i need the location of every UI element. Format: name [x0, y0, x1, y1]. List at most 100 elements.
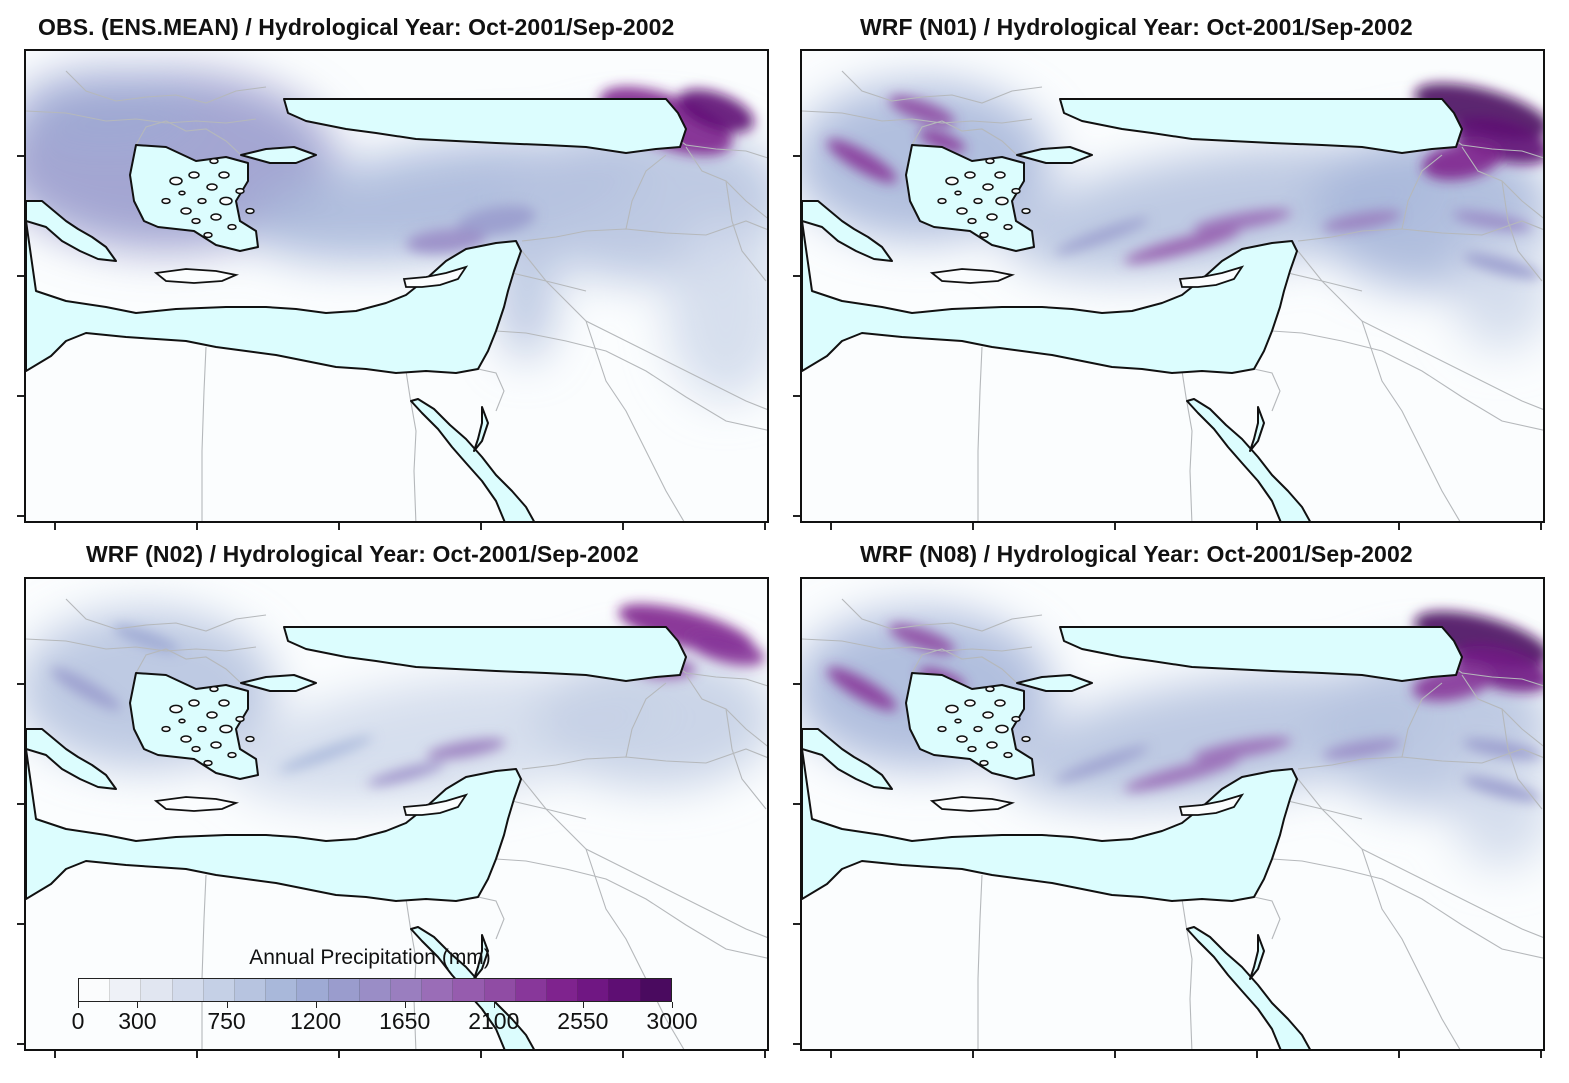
aegean-island [937, 725, 947, 733]
country-border [802, 110, 1033, 124]
country-border [1297, 748, 1543, 770]
aegean-island [986, 213, 998, 221]
precip-peak [1192, 209, 1292, 233]
aegean-island [218, 699, 230, 707]
aegean-island [203, 231, 213, 239]
country-border [911, 648, 1018, 684]
country-border [841, 70, 1043, 104]
aegean-island [1011, 715, 1021, 723]
precip-peak [1322, 738, 1402, 760]
legend-tick [78, 1002, 79, 1008]
country-border [495, 330, 767, 431]
aegean-island [180, 207, 192, 215]
aegean-island [191, 217, 201, 225]
country-border [1401, 154, 1443, 230]
precip-area [26, 71, 196, 151]
aegean-island [197, 197, 207, 205]
country-border [977, 874, 983, 1049]
sea-of-marmara [1016, 146, 1093, 164]
y-axis-tick [793, 803, 800, 805]
legend-tick [493, 1002, 495, 1008]
black-sea [1059, 98, 1463, 154]
precip-peak [1124, 756, 1240, 792]
country-border [1253, 368, 1281, 412]
aegean-island [995, 724, 1009, 734]
aegean-island [245, 735, 255, 743]
mediterranean-sea [802, 748, 1298, 902]
aegean-island [219, 196, 233, 206]
legend-swatch [359, 979, 392, 1001]
legend-swatch [578, 979, 610, 1001]
y-axis-tick [793, 155, 800, 157]
precip-peak [1192, 737, 1292, 761]
legend-swatch [515, 979, 548, 1001]
x-axis-tick [1114, 1051, 1116, 1058]
legend-tick [582, 1002, 584, 1008]
x-axis-tick [54, 523, 56, 530]
country-border [1401, 682, 1443, 758]
gulf-of-aqaba [473, 406, 489, 452]
black-sea [283, 626, 687, 682]
x-axis-tick [196, 1051, 198, 1058]
aegean-island [985, 157, 995, 165]
y-axis-tick [17, 1043, 24, 1045]
x-axis-tick [196, 523, 198, 530]
x-axis-tick [830, 1051, 832, 1058]
colorbar-legend: Annual Precipitation (mm) 0 300 750 1200 165… [60, 946, 700, 1036]
aegean-island [994, 171, 1006, 179]
cyprus-island [1178, 793, 1245, 816]
precip-peak [1422, 141, 1502, 181]
precip-peak [888, 623, 956, 655]
country-border [1361, 320, 1461, 521]
aegean-island [1021, 207, 1031, 215]
country-border [405, 370, 417, 521]
country-border [977, 346, 983, 521]
precip-peak [367, 762, 445, 786]
y-axis-tick [17, 515, 24, 517]
x-axis-tick [1114, 523, 1116, 530]
x-axis-tick [972, 1051, 974, 1058]
aegean-island [206, 711, 218, 719]
aegean-island [218, 171, 230, 179]
legend-tick [226, 1002, 228, 1008]
aegean-island [191, 745, 201, 753]
black-sea [1059, 626, 1463, 682]
aegean-island [178, 190, 186, 196]
aegean-island [956, 207, 968, 215]
country-border [1253, 896, 1281, 940]
aegean-island [964, 699, 976, 707]
aegean-island [161, 725, 171, 733]
country-border [521, 220, 767, 242]
cyprus-island [1178, 265, 1245, 288]
country-border [1181, 370, 1193, 521]
x-axis-tick [480, 1051, 482, 1058]
aegean-island [954, 190, 962, 196]
red-sea [1186, 398, 1311, 521]
aegean-island [986, 741, 998, 749]
aegean-island [180, 735, 192, 743]
aegean-island [1021, 735, 1031, 743]
aegean-island [945, 176, 959, 186]
precip-area [666, 221, 767, 401]
precip-peak [1054, 745, 1150, 783]
x-axis-tick [830, 523, 832, 530]
aegean-island [227, 751, 237, 759]
country-border [911, 120, 1018, 156]
map-n01 [800, 49, 1545, 523]
legend-tick-label: 1650 [379, 1008, 431, 1034]
y-axis-tick [17, 683, 24, 685]
aegean-island [994, 699, 1006, 707]
legend-tick [404, 1002, 406, 1008]
y-axis-tick [17, 803, 24, 805]
y-axis-tick [793, 923, 800, 925]
country-border [135, 648, 242, 684]
precip-peak [51, 667, 121, 711]
y-axis-tick [793, 275, 800, 277]
aegean-island [219, 724, 233, 734]
country-border [511, 800, 587, 820]
aegean-island [235, 187, 245, 195]
precip-peak [1463, 776, 1541, 802]
aegean-island [973, 725, 983, 733]
x-axis-tick [764, 523, 766, 530]
x-axis-tick [622, 523, 624, 530]
